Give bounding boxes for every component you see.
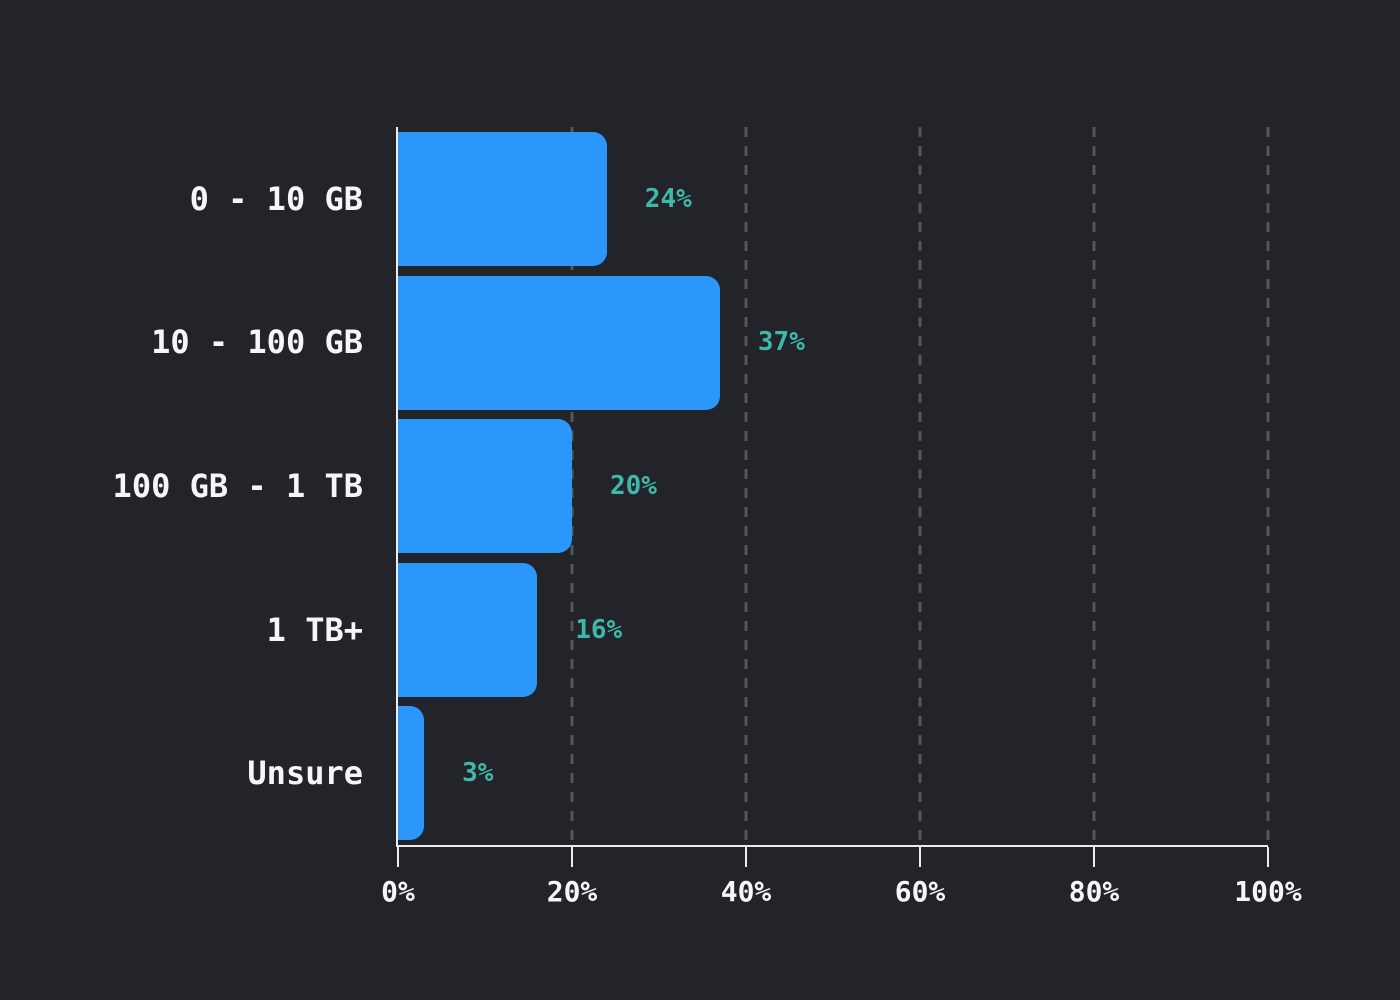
bar bbox=[398, 132, 607, 266]
value-label: 24% bbox=[644, 183, 692, 214]
gridline-80 bbox=[1092, 127, 1096, 841]
x-axis-tick-label: 0% bbox=[381, 875, 415, 908]
category-label: 1 TB+ bbox=[266, 610, 363, 649]
bar-row: Unsure 3% bbox=[247, 701, 1268, 845]
bar-row: 10 - 100 GB 37% bbox=[151, 271, 1268, 415]
gridline-40 bbox=[744, 127, 748, 841]
x-axis-tick-label: 80% bbox=[1068, 875, 1120, 908]
x-axis-tick bbox=[397, 847, 399, 867]
gridline-60 bbox=[918, 127, 922, 841]
value-label: 20% bbox=[610, 470, 657, 501]
gridline-20 bbox=[570, 127, 574, 841]
bar bbox=[398, 562, 538, 697]
category-label: Unsure bbox=[247, 754, 363, 793]
bar bbox=[398, 275, 720, 410]
x-axis-tick-label: 20% bbox=[546, 875, 598, 908]
gridline-100 bbox=[1266, 127, 1270, 841]
x-axis-tick-label: 60% bbox=[894, 875, 946, 908]
category-label: 100 GB - 1 TB bbox=[112, 466, 363, 505]
plot-area: 0 - 10 GB 24% 10 - 100 GB 37% 100 GB - 1… bbox=[113, 127, 1302, 908]
bar bbox=[398, 419, 572, 554]
x-axis-tick bbox=[745, 847, 747, 867]
x-axis-tick bbox=[571, 847, 573, 867]
x-axis-tick bbox=[1093, 847, 1095, 867]
x-axis-tick-label: 40% bbox=[720, 875, 772, 908]
category-label: 10 - 100 GB bbox=[151, 323, 363, 362]
bar-row: 0 - 10 GB 24% bbox=[190, 127, 1268, 271]
bar bbox=[398, 706, 425, 841]
bar-row: 100 GB - 1 TB 20% bbox=[113, 414, 1268, 558]
category-label: 0 - 10 GB bbox=[189, 179, 363, 218]
x-axis-tick bbox=[919, 847, 921, 867]
bar-row: 1 TB+ 16% bbox=[267, 558, 1268, 702]
value-label: 3% bbox=[462, 758, 494, 789]
x-axis-tick-label: 100% bbox=[1234, 875, 1302, 908]
x-axis-tick bbox=[1267, 847, 1269, 867]
value-label: 37% bbox=[757, 327, 805, 358]
value-label: 16% bbox=[575, 614, 623, 645]
